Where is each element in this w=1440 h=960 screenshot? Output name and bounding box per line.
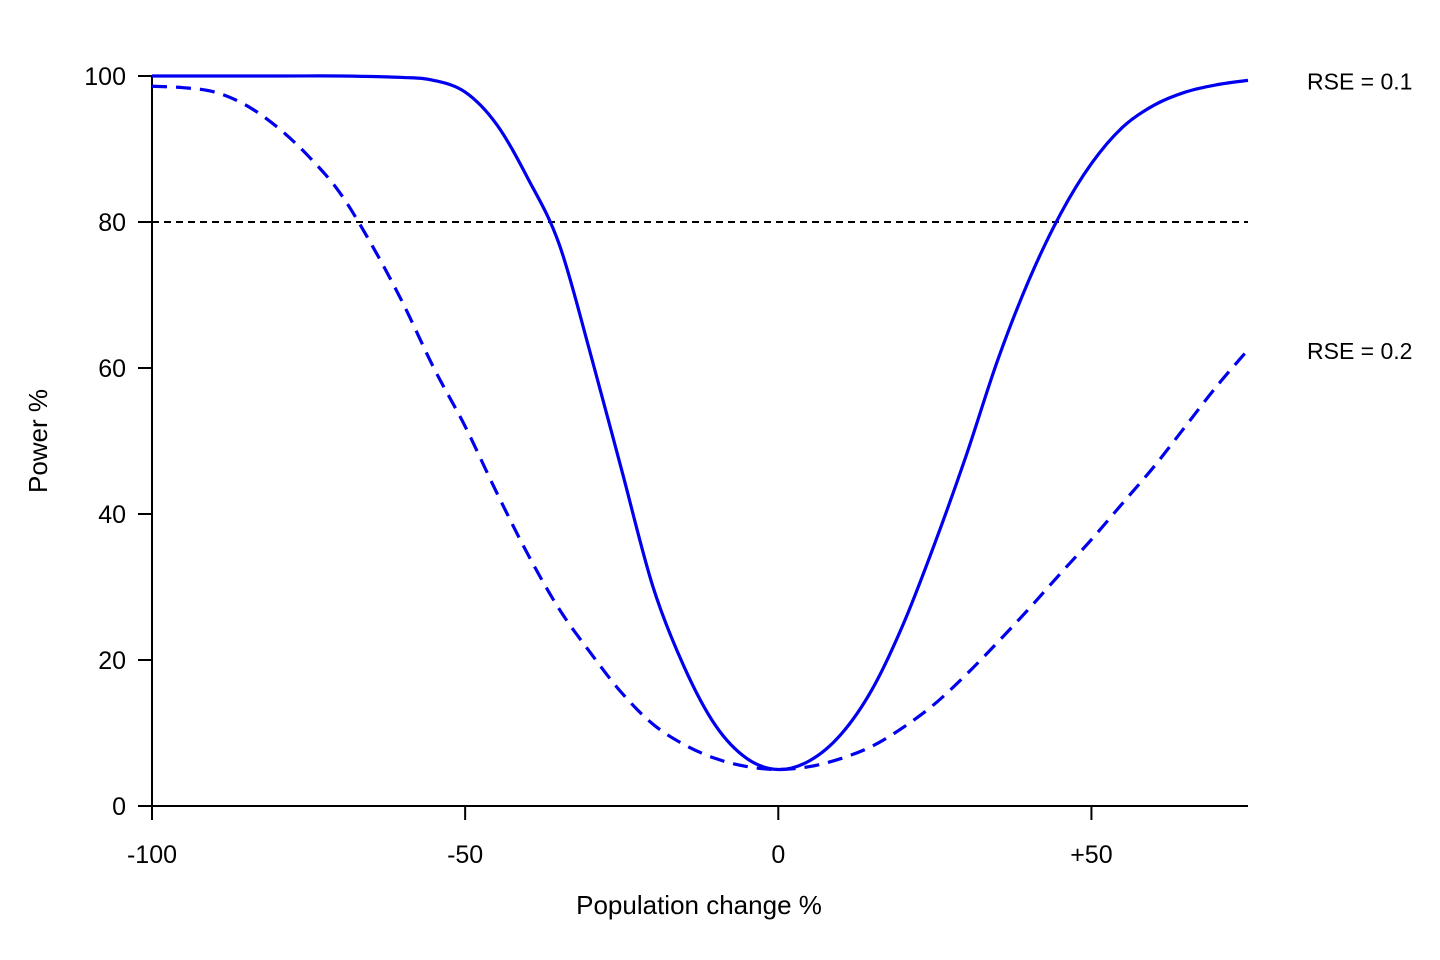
y-tick-label: 60 (98, 355, 126, 383)
y-tick-label: 40 (98, 501, 126, 529)
y-tick-label: 80 (98, 209, 126, 237)
x-axis-title: Population change % (576, 890, 822, 920)
labels-group: RSE = 0.1 RSE = 0.2 (1307, 68, 1412, 363)
series-group (151, 74, 1250, 772)
y-tick-label: 20 (98, 647, 126, 675)
x-tick-label: -100 (127, 841, 177, 869)
y-tick-label: 100 (84, 63, 126, 91)
series-line-rse-0-2 (151, 84, 1250, 772)
y-axis-title: Power % (23, 389, 53, 493)
series-line-rse-0-1 (151, 74, 1249, 772)
series-label-rse-0-1: RSE = 0.1 (1307, 68, 1412, 94)
axes: 0 20 40 60 80 100 -100 -50 0 +50 (84, 63, 1248, 869)
y-tick-label: 0 (112, 793, 126, 821)
x-tick-label: -50 (447, 841, 483, 869)
x-tick-label: +50 (1070, 841, 1112, 869)
x-tick-label: 0 (771, 841, 785, 869)
series-label-rse-0-2: RSE = 0.2 (1307, 338, 1412, 364)
